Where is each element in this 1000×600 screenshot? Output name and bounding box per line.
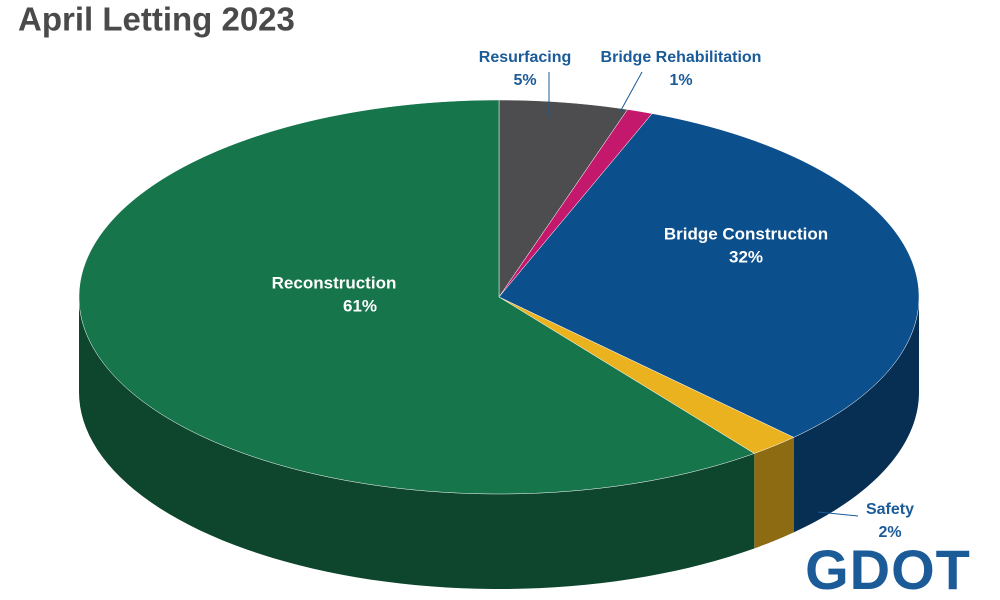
slice-side — [79, 297, 755, 589]
slice — [498, 113, 920, 438]
value-label: 61% — [343, 296, 377, 315]
slice-label: Bridge Rehabilitation — [601, 49, 762, 66]
slice-label: Reconstruction — [272, 273, 397, 292]
value-label: 32% — [729, 247, 763, 266]
slice-side — [754, 437, 794, 549]
value-label: 5% — [513, 72, 536, 89]
value-label: 2% — [878, 524, 901, 541]
slice-label: Bridge Construction — [664, 224, 828, 243]
value-label: 1% — [669, 72, 692, 89]
labels: Resurfacing 5% Bridge Rehabilitation 1% Brid… — [272, 49, 914, 541]
pie-sides — [79, 297, 919, 589]
slice — [498, 296, 795, 454]
pie-tops — [78, 99, 920, 495]
slice-label: Resurfacing — [479, 49, 571, 66]
leader-line — [619, 71, 643, 113]
leader-line — [817, 511, 859, 517]
slice — [498, 99, 628, 298]
logo: GDOT — [805, 538, 971, 600]
chart-title: April Letting 2023 — [18, 1, 295, 38]
slice-label: Safety — [866, 501, 914, 518]
slice — [78, 99, 755, 495]
slice-side — [793, 297, 919, 533]
